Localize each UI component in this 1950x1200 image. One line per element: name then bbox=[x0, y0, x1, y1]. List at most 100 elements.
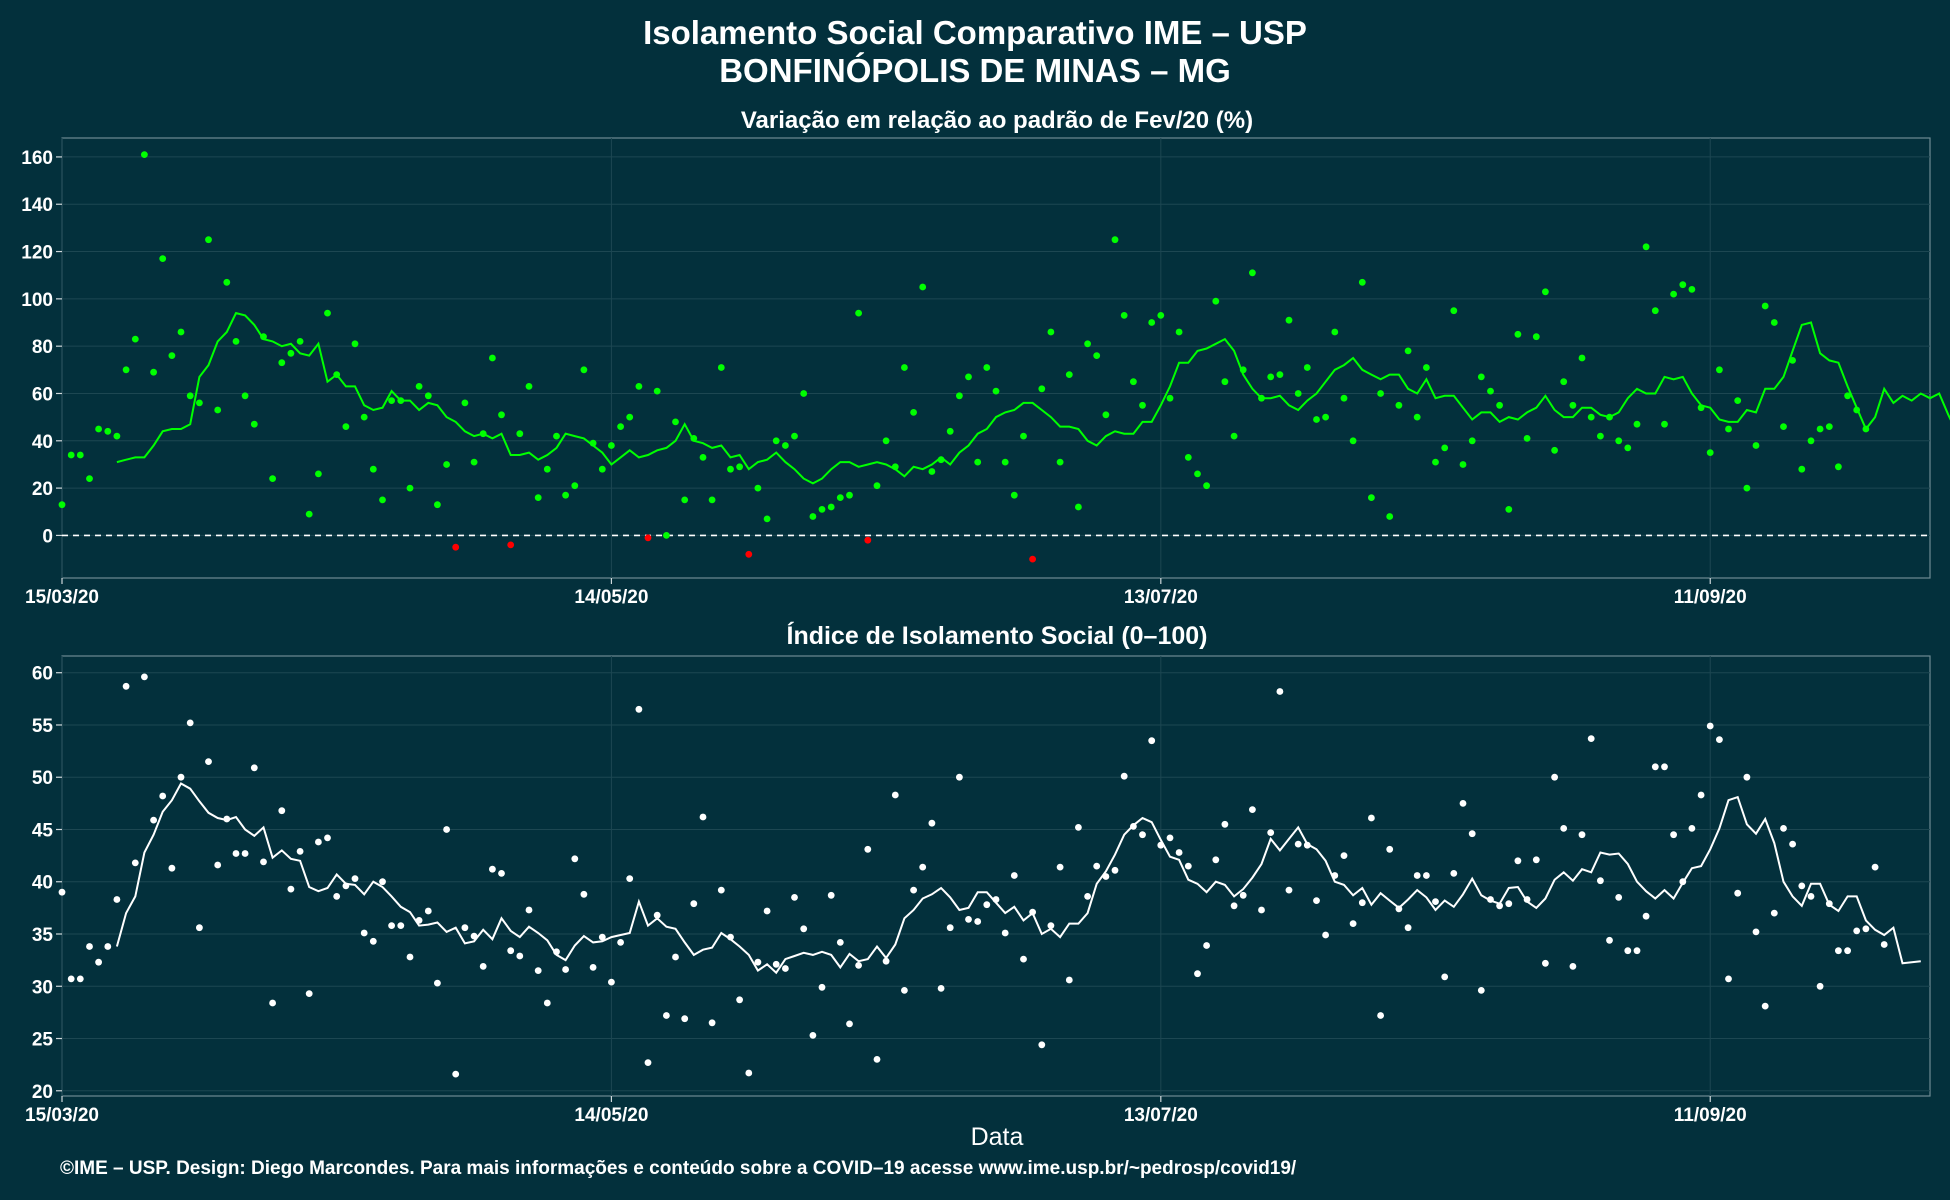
data-point bbox=[983, 364, 991, 371]
y-tick-label: 140 bbox=[21, 195, 53, 216]
data-point bbox=[1505, 900, 1513, 908]
x-tick-label: 11/09/20 bbox=[1674, 587, 1747, 608]
data-point bbox=[782, 442, 789, 449]
data-point bbox=[507, 947, 515, 955]
data-point bbox=[241, 392, 249, 400]
data-point bbox=[1542, 288, 1549, 296]
data-point bbox=[1688, 286, 1696, 293]
data-point bbox=[1688, 825, 1696, 832]
data-point bbox=[736, 996, 743, 1004]
data-point bbox=[846, 491, 853, 499]
data-point bbox=[1194, 470, 1201, 478]
data-point bbox=[763, 907, 771, 915]
index-x-tick-labels: 15/03/20 14/05/20 13/07/20 11/09/20 bbox=[25, 1096, 1747, 1126]
data-point bbox=[379, 878, 386, 886]
data-point bbox=[644, 534, 652, 542]
data-point bbox=[543, 465, 551, 473]
data-point bbox=[516, 430, 524, 438]
data-point bbox=[1569, 401, 1577, 409]
data-point bbox=[1807, 437, 1815, 445]
data-point bbox=[562, 966, 569, 973]
data-point bbox=[1203, 482, 1210, 490]
data-point bbox=[1221, 820, 1229, 828]
data-point bbox=[1853, 927, 1861, 935]
data-point bbox=[1313, 416, 1320, 423]
data-point bbox=[1322, 413, 1329, 421]
data-point bbox=[1487, 896, 1494, 903]
data-point bbox=[1230, 902, 1238, 910]
data-point bbox=[1597, 432, 1604, 440]
data-point bbox=[1056, 863, 1064, 871]
data-point bbox=[1404, 347, 1412, 355]
data-point bbox=[479, 963, 487, 970]
data-point bbox=[150, 368, 158, 376]
data-point bbox=[1166, 394, 1174, 402]
data-point bbox=[1468, 830, 1476, 838]
data-point bbox=[791, 894, 798, 901]
y-tick-label: 50 bbox=[32, 768, 53, 789]
data-point bbox=[1578, 354, 1586, 362]
data-point bbox=[1203, 942, 1210, 949]
data-point bbox=[196, 924, 203, 932]
data-point bbox=[1139, 831, 1146, 839]
data-point bbox=[782, 965, 789, 972]
data-point bbox=[287, 885, 295, 893]
data-point bbox=[1423, 872, 1430, 879]
index-x-axis-label: Data bbox=[971, 1123, 1024, 1151]
data-point bbox=[1477, 373, 1485, 381]
data-point bbox=[1303, 841, 1311, 849]
data-point bbox=[86, 943, 93, 950]
data-point bbox=[1285, 886, 1293, 894]
data-point bbox=[690, 900, 698, 908]
data-point bbox=[562, 491, 569, 499]
data-point bbox=[1798, 882, 1806, 890]
data-point bbox=[1835, 463, 1842, 471]
variation-y-tick-labels: 0 20 40 60 80 100 120 140 160 bbox=[21, 148, 62, 547]
data-point bbox=[598, 465, 606, 473]
data-point bbox=[76, 975, 84, 983]
data-point bbox=[1368, 494, 1375, 501]
data-point bbox=[1716, 366, 1723, 374]
data-point bbox=[1450, 307, 1458, 315]
data-point bbox=[1212, 856, 1220, 864]
data-point bbox=[1413, 413, 1421, 421]
data-point bbox=[1432, 458, 1439, 466]
data-point bbox=[1404, 924, 1412, 932]
data-point bbox=[1120, 312, 1128, 319]
data-point bbox=[1505, 506, 1513, 513]
data-point bbox=[1642, 243, 1650, 251]
data-point bbox=[113, 896, 121, 903]
data-point bbox=[1615, 437, 1623, 445]
data-point bbox=[67, 975, 75, 983]
index-daily-points bbox=[58, 673, 1888, 1078]
variation-gridlines bbox=[61, 138, 1930, 578]
data-point bbox=[1294, 840, 1302, 848]
data-point bbox=[1249, 269, 1256, 277]
data-point bbox=[1047, 328, 1055, 336]
data-point bbox=[498, 870, 505, 877]
data-point bbox=[1862, 425, 1870, 433]
data-point bbox=[388, 397, 395, 404]
data-point bbox=[827, 503, 835, 511]
data-point bbox=[507, 541, 515, 549]
data-point bbox=[1523, 435, 1531, 442]
data-point bbox=[1258, 394, 1265, 402]
data-point bbox=[305, 510, 313, 518]
data-point bbox=[1761, 302, 1769, 310]
data-point bbox=[205, 758, 212, 765]
data-point bbox=[260, 333, 267, 341]
data-point bbox=[1780, 423, 1787, 430]
data-point bbox=[214, 406, 222, 414]
data-point bbox=[1441, 444, 1449, 452]
data-point bbox=[1029, 908, 1036, 916]
data-point bbox=[800, 390, 808, 397]
data-point bbox=[1706, 722, 1714, 730]
data-point bbox=[443, 461, 450, 468]
y-tick-label: 160 bbox=[21, 148, 53, 169]
x-tick-label: 14/05/20 bbox=[574, 1105, 648, 1126]
data-point bbox=[1633, 947, 1641, 955]
data-point bbox=[1679, 878, 1687, 886]
y-tick-label: 60 bbox=[32, 384, 53, 405]
data-point bbox=[498, 411, 505, 419]
y-tick-label: 55 bbox=[32, 716, 54, 737]
